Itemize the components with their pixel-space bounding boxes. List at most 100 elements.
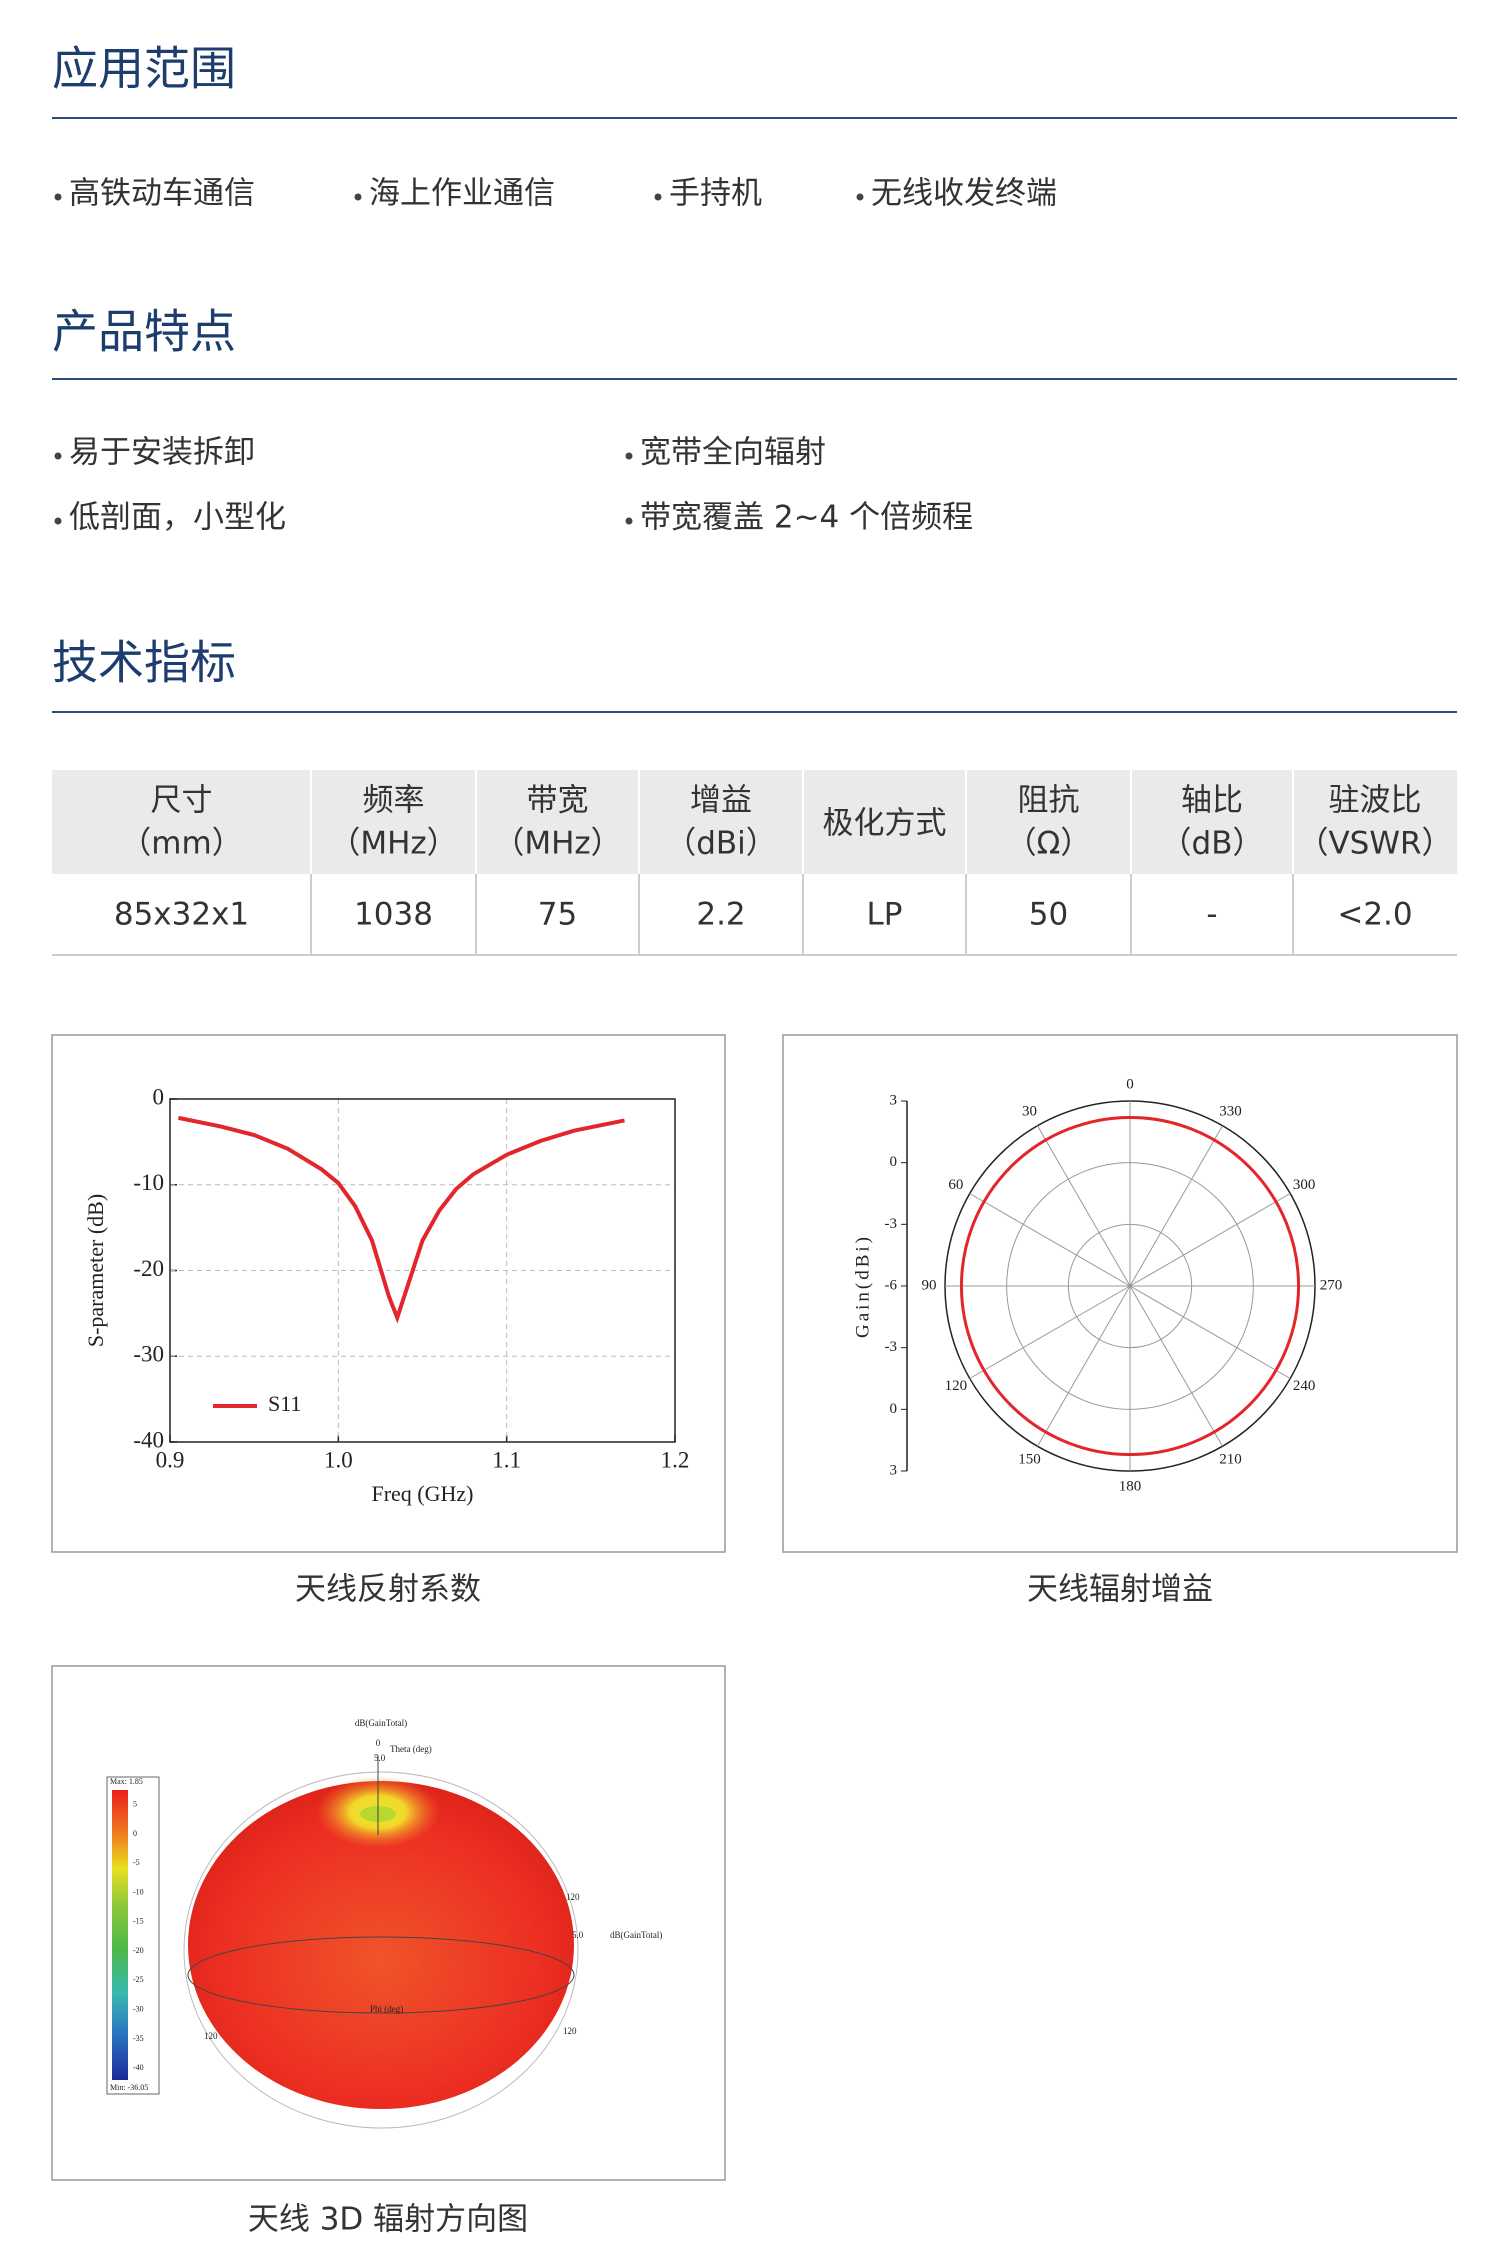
- grid-spoke: [1129, 1285, 1291, 1379]
- bullet: [625, 452, 633, 460]
- table-header: （MHz）: [493, 826, 621, 862]
- table-header: 频率: [363, 783, 425, 819]
- chart-caption: 天线反射系数: [295, 1572, 481, 1608]
- grid-spoke: [1129, 1285, 1223, 1447]
- plot-title: dB(GainTotal): [355, 1718, 407, 1728]
- phi-label: Phi (deg): [370, 2004, 403, 2014]
- x-tick-label: 0.9: [156, 1447, 185, 1472]
- scale-label: 5.0: [572, 1930, 584, 1940]
- table-header: 轴比: [1181, 783, 1243, 819]
- table-header: 阻抗: [1018, 783, 1080, 819]
- y-tick-label: -10: [133, 1170, 164, 1195]
- colorbar-tick: -30: [133, 2005, 144, 2014]
- table-cell: 2.2: [696, 897, 745, 933]
- table-cell: 50: [1029, 897, 1068, 933]
- chart-frame: [782, 1034, 1458, 1553]
- table-cell: LP: [867, 897, 903, 933]
- grid-spoke: [1129, 1193, 1291, 1287]
- table-header: （VSWR）: [1297, 826, 1452, 862]
- table-header: 尺寸: [151, 783, 213, 819]
- colorbar: [112, 1790, 128, 2080]
- colorbar-tick: -20: [133, 1946, 144, 1955]
- bullet: [354, 193, 362, 201]
- list-item: 手持机: [669, 176, 762, 212]
- line-series: [178, 1115, 625, 1324]
- grid-spoke: [1037, 1125, 1131, 1287]
- list-item: 高铁动车通信: [69, 176, 255, 212]
- table-header: （dB）: [1161, 826, 1264, 862]
- colorbar-tick: -15: [133, 1917, 144, 1926]
- colorbar-tick: -10: [133, 1887, 144, 1896]
- theta-label: 180: [1119, 1478, 1142, 1494]
- list-item: 低剖面，小型化: [69, 500, 286, 536]
- table-cell: <2.0: [1337, 897, 1412, 933]
- theta-label: 240: [1293, 1378, 1316, 1394]
- theta-label: 0: [1126, 1076, 1134, 1092]
- right-label: dB(GainTotal): [610, 1930, 662, 1940]
- table-header: （Ω）: [1006, 826, 1092, 862]
- table-header: 带宽: [527, 783, 589, 819]
- colorbar-tick: -25: [133, 1975, 144, 1984]
- y-tick-label: -20: [133, 1256, 164, 1281]
- x-tick-label: 1.0: [324, 1447, 353, 1472]
- r-tick-label: -3: [885, 1339, 898, 1355]
- theta-label: 150: [1018, 1452, 1041, 1468]
- z-label: 0: [376, 1738, 381, 1748]
- grid-spoke: [1129, 1125, 1223, 1287]
- gain-pattern: [959, 1115, 1301, 1457]
- bullet: [54, 452, 62, 460]
- y-axis-label: S-parameter (dB): [83, 1194, 108, 1347]
- max-label: Max: 1.85: [110, 1777, 143, 1786]
- r-tick-label: 3: [890, 1092, 898, 1108]
- axis-label: 120: [566, 1892, 580, 1902]
- table-header-bg: [52, 770, 1457, 874]
- list-item: 宽带全向辐射: [640, 435, 826, 471]
- bullet: [856, 193, 864, 201]
- table-header: （MHz）: [329, 826, 457, 862]
- theta-label: 300: [1293, 1177, 1316, 1193]
- bullet: [625, 517, 633, 525]
- table-header: （mm）: [120, 826, 242, 862]
- chart-caption: 天线 3D 辐射方向图: [248, 2202, 528, 2238]
- table-header: 极化方式: [823, 806, 947, 842]
- min-label: Min: -36.05: [110, 2083, 148, 2092]
- colorbar-tick: -5: [133, 1858, 140, 1867]
- grid-spoke: [969, 1193, 1131, 1287]
- theta-label: 210: [1219, 1452, 1242, 1468]
- r-tick-label: 0: [890, 1401, 898, 1417]
- theta-label: Theta (deg): [390, 1744, 432, 1754]
- list-item: 易于安装拆卸: [69, 435, 255, 471]
- colorbar-tick: 0: [133, 1829, 137, 1838]
- table-header: （dBi）: [665, 826, 777, 862]
- r-tick-label: -3: [885, 1216, 898, 1232]
- bullet: [654, 193, 662, 201]
- y-tick-label: 0: [153, 1084, 165, 1109]
- list-item: 无线收发终端: [871, 176, 1057, 212]
- r-tick-label: 3: [890, 1462, 898, 1478]
- section-title: 应用范围: [52, 42, 236, 96]
- x-axis-label: Freq (GHz): [371, 1481, 473, 1506]
- r-tick-label: 0: [890, 1154, 898, 1170]
- scale-label: 5.0: [374, 1753, 386, 1763]
- theta-label: 90: [922, 1277, 937, 1293]
- list-item: 海上作业通信: [369, 176, 555, 212]
- grid-spoke: [969, 1285, 1131, 1379]
- axis-label: 120: [204, 2031, 218, 2041]
- section-title: 产品特点: [52, 305, 236, 359]
- table-header: 增益: [690, 783, 752, 819]
- table-cell: 85x32x1: [114, 897, 249, 933]
- table-cell: 1038: [354, 897, 433, 933]
- table-cell: 75: [538, 897, 577, 933]
- grid-spoke: [1037, 1285, 1131, 1447]
- axis-label: 120: [563, 2026, 577, 2036]
- bullet: [54, 193, 62, 201]
- theta-label: 120: [945, 1378, 968, 1394]
- x-tick-label: 1.1: [492, 1447, 521, 1472]
- colorbar-tick: -40: [133, 2063, 144, 2072]
- x-tick-label: 1.2: [661, 1447, 690, 1472]
- chart-caption: 天线辐射增益: [1027, 1572, 1213, 1608]
- colorbar-tick: 5: [133, 1799, 137, 1808]
- list-item: 带宽覆盖 2~4 个倍频程: [640, 500, 973, 536]
